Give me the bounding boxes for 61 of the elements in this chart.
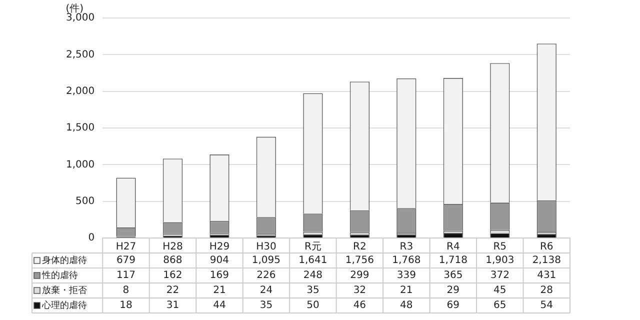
data-label: 1,903: [486, 255, 514, 266]
data-label: 248: [303, 270, 322, 282]
data-label: 29: [446, 285, 460, 296]
x-tick-label: R4: [446, 242, 460, 253]
data-label: 868: [163, 255, 182, 266]
data-label: 431: [537, 270, 556, 282]
data-label: 31: [166, 300, 180, 312]
data-label: 169: [210, 270, 230, 282]
data-label: 117: [116, 270, 136, 282]
data-label: 35: [306, 285, 320, 296]
data-label: 339: [396, 270, 416, 282]
data-label: 28: [540, 285, 553, 296]
data-label: 48: [400, 300, 413, 312]
data-label: 679: [116, 255, 136, 266]
data-label: 1,768: [392, 255, 421, 266]
y-tick-label: 1,500: [66, 122, 95, 134]
y-tick-label: 500: [76, 196, 95, 207]
data-label: 299: [350, 270, 370, 282]
legend-label: 心理的虐待: [41, 300, 87, 311]
data-label: 45: [494, 285, 506, 296]
data-label: 54: [540, 300, 553, 312]
data-label: 1,718: [438, 255, 468, 266]
legend-label: 身体的虐待: [42, 254, 87, 266]
data-label: 8: [122, 285, 130, 296]
x-tick-label: R元: [304, 242, 322, 253]
x-tick-label: R5: [493, 242, 507, 253]
data-label: 162: [163, 270, 182, 282]
data-label: 32: [353, 285, 366, 296]
y-tick-label: 3,000: [66, 12, 95, 24]
data-label: 65: [494, 300, 506, 312]
data-label: 50: [306, 300, 320, 312]
data-label: 18: [120, 300, 132, 312]
legend-label: 性的虐待: [41, 270, 78, 281]
data-label: 372: [490, 270, 510, 282]
data-label: 22: [166, 285, 180, 296]
data-label: 2,138: [532, 255, 561, 266]
data-label: 46: [353, 300, 366, 312]
y-tick-label: 2,500: [66, 49, 95, 60]
y-tick-label: 1,000: [66, 159, 95, 170]
data-label: 365: [444, 270, 463, 282]
x-tick-label: R2: [353, 242, 366, 253]
y-tick-label: 2,000: [66, 86, 95, 97]
data-label: 44: [213, 300, 226, 312]
data-label: 1,756: [345, 255, 374, 266]
data-label: 1,095: [252, 255, 281, 266]
x-tick-label: H28: [162, 242, 183, 253]
data-label: 226: [256, 270, 276, 282]
data-label: 69: [446, 300, 460, 312]
data-label: 904: [210, 255, 230, 266]
x-tick-label: R6: [540, 242, 554, 253]
data-label: 1,641: [298, 255, 328, 266]
data-label: 21: [213, 285, 226, 296]
y-tick-label: 0: [88, 232, 95, 244]
data-label: 21: [400, 285, 413, 296]
x-tick-label: H29: [209, 242, 230, 253]
x-tick-label: R3: [400, 242, 414, 253]
data-label: 24: [260, 285, 273, 296]
x-tick-label: H30: [256, 242, 276, 253]
data-label: 35: [260, 300, 273, 312]
x-tick-label: H27: [116, 242, 136, 253]
legend-label: 放棄・拒否: [42, 284, 87, 296]
